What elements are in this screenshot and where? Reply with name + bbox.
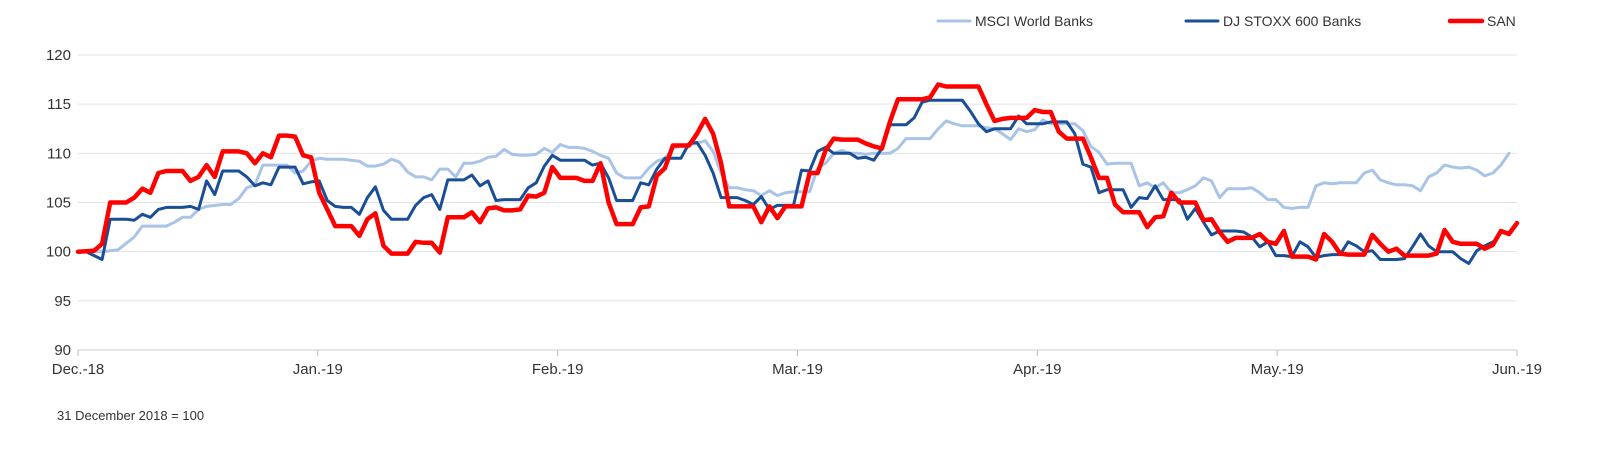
y-tick-label: 90	[54, 342, 71, 359]
legend-label: SAN	[1487, 13, 1516, 29]
y-tick-label: 105	[46, 195, 71, 212]
legend-item: SAN	[1447, 13, 1516, 29]
x-tick-label: Apr.-19	[1013, 361, 1061, 378]
legend-label: MSCI World Banks	[975, 13, 1093, 29]
legend-label: DJ STOXX 600 Banks	[1223, 13, 1361, 29]
legend: MSCI World Banks DJ STOXX 600 Banks SAN	[936, 13, 1516, 29]
y-tick-label: 95	[54, 293, 71, 310]
y-tick-label: 115	[47, 96, 71, 113]
y-tick-label: 110	[47, 145, 71, 162]
y-axis-tick-labels: 90 95 100 105 110 115 120	[46, 47, 71, 359]
x-tick-label: May.-19	[1251, 361, 1304, 378]
y-tick-label: 100	[46, 244, 71, 261]
legend-item: MSCI World Banks	[936, 13, 1093, 29]
series-line-0	[76, 118, 1511, 254]
x-tick-label: Feb.-19	[532, 361, 584, 378]
legend-item: DJ STOXX 600 Banks	[1184, 13, 1361, 29]
y-tick-label: 120	[46, 47, 71, 64]
x-tick-label: Mar.-19	[772, 361, 823, 378]
x-tick-label: Jan.-19	[293, 361, 343, 378]
base-note: 31 December 2018 = 100	[57, 408, 205, 423]
horizontal-gridlines	[78, 54, 1517, 351]
x-tick-label: Jun.-19	[1492, 361, 1542, 378]
x-tick-label: Dec.-18	[52, 361, 105, 378]
series-line-2	[75, 82, 1520, 262]
x-axis: Dec.-18 Jan.-19 Feb.-19 Mar.-19 Apr.-19 May.-…	[52, 350, 1542, 378]
series-lines	[75, 82, 1520, 265]
